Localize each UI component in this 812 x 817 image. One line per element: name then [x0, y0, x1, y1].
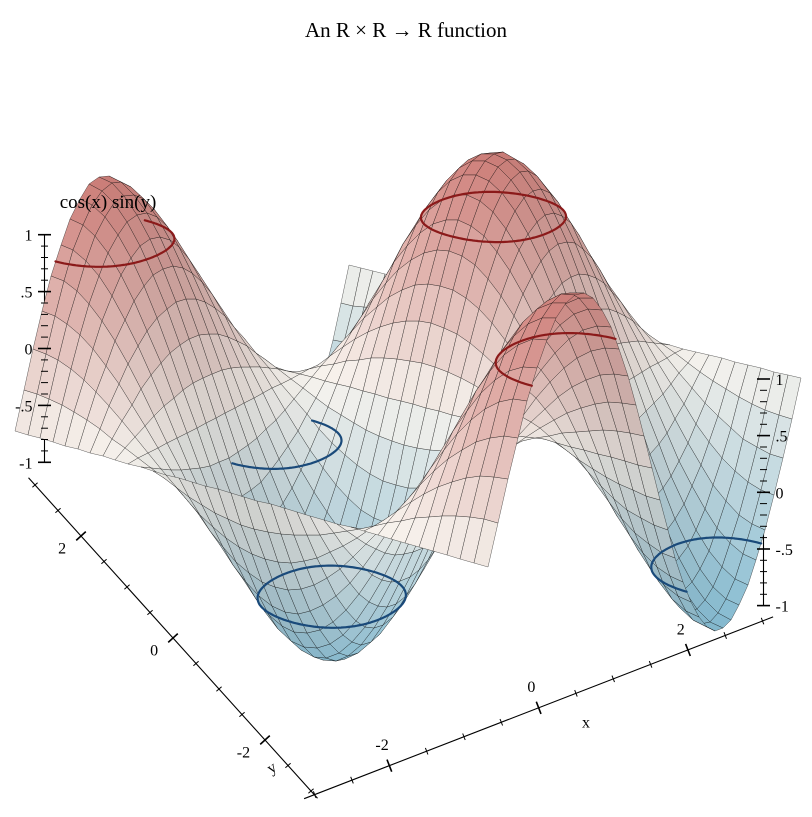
svg-text:-2: -2: [237, 744, 250, 761]
svg-text:1: 1: [776, 372, 784, 389]
svg-text:0: 0: [776, 485, 784, 502]
svg-text:0: 0: [150, 642, 158, 659]
svg-text:0: 0: [527, 679, 535, 696]
svg-text:1: 1: [25, 228, 33, 245]
svg-text:.5: .5: [21, 285, 33, 302]
svg-text:cos(x) sin(y): cos(x) sin(y): [60, 192, 157, 213]
svg-text:2: 2: [677, 621, 685, 638]
svg-text:-1: -1: [776, 599, 789, 616]
svg-text:-.5: -.5: [776, 542, 793, 559]
svg-text:2: 2: [58, 540, 66, 557]
svg-text:-.5: -.5: [15, 398, 32, 415]
svg-text:x: x: [582, 714, 590, 731]
svg-text:-1: -1: [19, 455, 32, 472]
svg-text:.5: .5: [776, 429, 788, 446]
svg-text:An R × R → R function: An R × R → R function: [305, 18, 508, 42]
svg-text:-2: -2: [375, 737, 388, 754]
svg-text:0: 0: [25, 342, 33, 359]
